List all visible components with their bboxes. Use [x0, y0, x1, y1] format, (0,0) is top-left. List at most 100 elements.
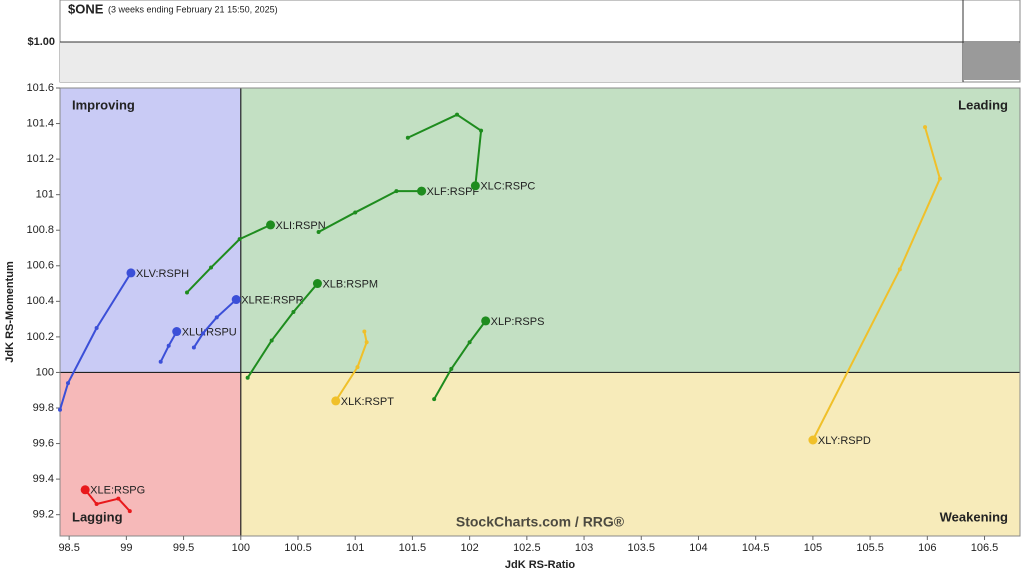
chart-title: $ONE — [68, 1, 104, 16]
trail-point — [394, 189, 399, 194]
x-tick-label: 100 — [232, 542, 250, 554]
head-point — [331, 396, 341, 406]
head-point — [470, 181, 480, 191]
trail-point — [353, 210, 358, 215]
y-tick-label: 99.6 — [33, 437, 54, 449]
chart-subtitle: (3 weeks ending February 21 15:50, 2025) — [108, 4, 278, 14]
quadrant — [60, 372, 241, 536]
y-tick-label: 101.4 — [26, 117, 54, 129]
trail-point — [923, 125, 928, 130]
x-tick-label: 100.5 — [284, 542, 312, 554]
trail — [186, 223, 271, 294]
series-label: XLP:RSPS — [491, 316, 545, 328]
trail — [433, 320, 487, 400]
trail-point — [291, 310, 296, 314]
y-tick-label: 100.6 — [26, 260, 54, 272]
x-tick-label: 106 — [918, 542, 936, 554]
quadrant-label: Leading — [958, 97, 1008, 112]
quadrant — [240, 88, 1021, 373]
head-point — [126, 268, 136, 278]
head-point — [231, 295, 241, 305]
trail-point — [201, 331, 206, 336]
head-point — [80, 485, 90, 495]
quadrant-label: Weakening — [940, 509, 1008, 524]
series-label: XLY:RSPD — [818, 435, 871, 447]
trail-point — [897, 267, 902, 272]
trail — [334, 331, 368, 402]
trail-point — [214, 315, 219, 320]
trail-point — [185, 290, 190, 295]
x-tick-label: 98.5 — [58, 542, 79, 554]
head-point — [172, 327, 182, 337]
price-box — [964, 43, 1020, 80]
trail-point — [269, 338, 274, 343]
trail-point — [237, 237, 242, 242]
x-tick-label: 106.5 — [971, 542, 999, 554]
trail-point — [66, 381, 71, 386]
trail-point — [479, 128, 484, 133]
trail-point — [158, 359, 163, 364]
x-tick-label: 105 — [804, 542, 822, 554]
x-tick-label: 101 — [346, 542, 364, 554]
head-point — [312, 279, 322, 289]
trail-point — [94, 502, 99, 506]
x-tick-label: 103.5 — [627, 542, 655, 554]
trail-point — [191, 345, 196, 350]
quadrant — [240, 372, 1021, 536]
trail-point — [467, 340, 472, 345]
watermark: StockCharts.com / RRG® — [456, 514, 625, 530]
y-tick-label: 100.4 — [26, 295, 54, 307]
y-tick-label: 101 — [36, 189, 54, 201]
trail-point — [166, 343, 171, 348]
trail-point — [405, 135, 410, 140]
trail-point — [127, 509, 132, 514]
trail — [318, 190, 422, 233]
quadrant-label: Lagging — [72, 509, 123, 524]
trail — [193, 298, 237, 349]
y-tick-label: 101.6 — [26, 82, 54, 94]
trail-point — [94, 326, 99, 330]
trail — [84, 489, 131, 512]
series-label: XLB:RSPM — [322, 278, 378, 290]
trail-point — [245, 375, 250, 380]
y-tick-label: 100.8 — [26, 224, 54, 236]
y-tick-label: 99.4 — [33, 473, 54, 485]
trail-point — [937, 176, 942, 181]
series-label: XLF:RSPF — [427, 186, 480, 198]
y-tick-label: 100 — [36, 366, 54, 378]
x-tick-label: 105.5 — [856, 542, 884, 554]
x-tick-label: 99 — [120, 542, 132, 554]
y-tick-label: 99.2 — [33, 509, 54, 521]
trail-point — [449, 366, 454, 371]
trail-point — [455, 112, 460, 117]
trail-point — [355, 365, 360, 370]
trail-point — [362, 329, 367, 334]
head-point — [808, 435, 818, 445]
series-label: XLE:RSPG — [90, 485, 145, 497]
series-label: XLRE:RSPR — [241, 294, 303, 306]
series-label: XLC:RSPC — [480, 181, 535, 193]
head-point — [417, 186, 427, 196]
trail-point — [116, 496, 121, 501]
x-tick-label: 101.5 — [399, 542, 427, 554]
trail-point — [316, 230, 321, 234]
plot-frame — [59, 87, 1021, 537]
y-tick-label: 99.8 — [33, 402, 54, 414]
trail — [812, 126, 941, 441]
series-label: XLV:RSPH — [136, 268, 189, 280]
x-tick-label: 104.5 — [742, 542, 770, 554]
quadrant-label: Improving — [72, 97, 135, 112]
series-label: XLI:RSPN — [276, 220, 326, 232]
y-tick-label: 100.2 — [26, 331, 54, 343]
x-axis-title: JdK RS-Ratio — [505, 559, 576, 571]
price-band — [60, 42, 963, 82]
price-label: $1.00 — [27, 36, 55, 48]
x-tick-label: 102.5 — [513, 542, 541, 554]
x-tick-label: 103 — [575, 542, 593, 554]
x-tick-label: 102 — [460, 542, 478, 554]
trail-point — [58, 407, 62, 412]
y-axis-title: JdK RS-Momentum — [4, 261, 16, 363]
series-label: XLU:RSPU — [182, 326, 237, 338]
trail-point — [432, 397, 437, 402]
